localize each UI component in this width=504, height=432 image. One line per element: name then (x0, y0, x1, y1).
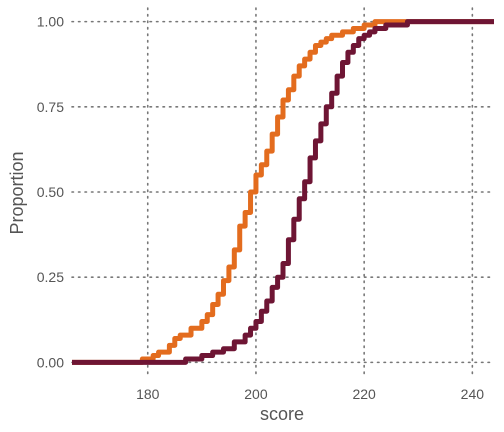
y-tick-label: 0.75 (37, 99, 64, 115)
tick-labels: 180 200 220 240 0.00 0.25 0.50 0.75 1.00 (37, 14, 485, 402)
x-axis-title: score (260, 404, 304, 424)
y-axis-title: Proportion (7, 151, 27, 234)
y-tick-label: 0.50 (37, 184, 64, 200)
y-tick-label: 1.00 (37, 14, 64, 30)
x-tick-label: 240 (461, 386, 485, 402)
y-tick-label: 0.25 (37, 269, 64, 285)
y-tick-label: 0.00 (37, 354, 64, 370)
x-tick-label: 220 (352, 386, 376, 402)
series-lines (72, 19, 494, 365)
ecdf-series-line-2 (72, 19, 494, 365)
x-tick-label: 180 (136, 386, 160, 402)
x-tick-label: 200 (244, 386, 268, 402)
grid (71, 7, 495, 377)
ecdf-series-line-1 (72, 19, 494, 365)
